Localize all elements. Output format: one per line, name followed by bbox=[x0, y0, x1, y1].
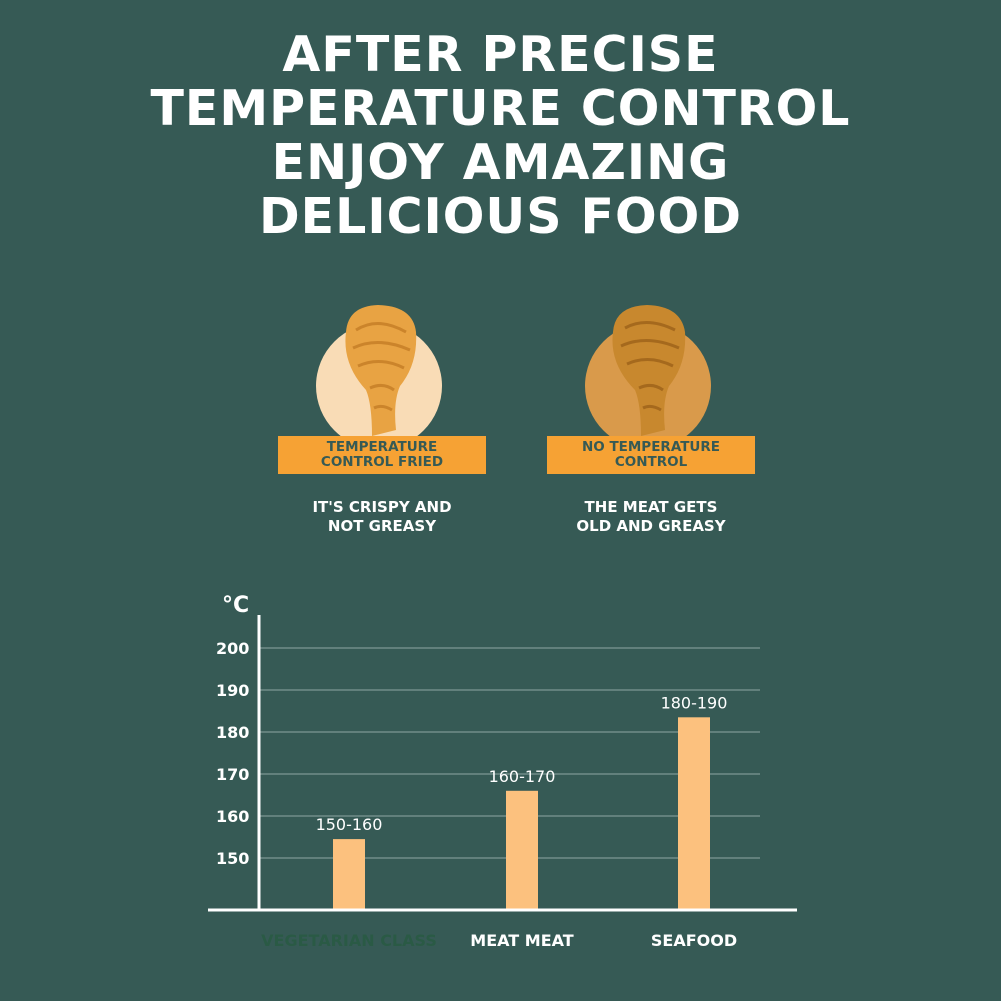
headline-line-3: ENJOY AMAZING bbox=[271, 134, 730, 191]
caption-line-1: IT'S CRISPY AND bbox=[312, 498, 452, 516]
drumstick-shape bbox=[612, 305, 686, 436]
caption-greasy: THE MEAT GETS OLD AND GREASY bbox=[547, 498, 755, 536]
bar-1 bbox=[333, 839, 365, 910]
caption-line-1: THE MEAT GETS bbox=[584, 498, 718, 516]
headline-line-4: DELICIOUS FOOD bbox=[258, 188, 743, 245]
category-label-1: VEGETARIAN CLASS bbox=[261, 931, 437, 950]
no-temperature-control-badge: NO TEMPERATURE CONTROL bbox=[547, 436, 755, 474]
y-tick-label-190: 190 bbox=[216, 681, 249, 700]
category-label-3: SEAFOOD bbox=[651, 931, 737, 950]
headline: AFTER PRECISE TEMPERATURE CONTROL ENJOY … bbox=[0, 28, 1001, 244]
y-tick-label-150: 150 bbox=[216, 849, 249, 868]
headline-line-2: TEMPERATURE CONTROL bbox=[150, 80, 851, 137]
headline-line-1: AFTER PRECISE bbox=[282, 26, 719, 83]
fried-drumstick-crispy-image bbox=[316, 305, 442, 436]
y-tick-label-160: 160 bbox=[216, 807, 249, 826]
badge-line-1: TEMPERATURE bbox=[326, 439, 438, 455]
caption-line-2: NOT GREASY bbox=[327, 517, 437, 535]
bar-data-label-1: 150-160 bbox=[316, 815, 383, 834]
category-label-2: MEAT MEAT bbox=[470, 931, 573, 950]
bar-3 bbox=[678, 717, 710, 910]
badge-line-2: CONTROL bbox=[614, 454, 688, 470]
bar-data-label-2: 160-170 bbox=[489, 767, 556, 786]
y-axis-unit-label: °C bbox=[222, 593, 249, 618]
caption-crispy: IT'S CRISPY AND NOT GREASY bbox=[278, 498, 486, 536]
y-tick-label-200: 200 bbox=[216, 639, 249, 658]
bar-data-label-3: 180-190 bbox=[661, 693, 728, 712]
fried-drumstick-greasy-image bbox=[585, 305, 711, 436]
badge-line-1: NO TEMPERATURE bbox=[581, 439, 721, 455]
y-tick-label-170: 170 bbox=[216, 765, 249, 784]
temperature-control-badge: TEMPERATURE CONTROL FRIED bbox=[278, 436, 486, 474]
badge-line-2: CONTROL FRIED bbox=[320, 454, 444, 470]
y-tick-label-180: 180 bbox=[216, 723, 249, 742]
drumstick-shape bbox=[345, 305, 417, 436]
bar-2 bbox=[506, 790, 538, 910]
caption-line-2: OLD AND GREASY bbox=[576, 517, 726, 535]
